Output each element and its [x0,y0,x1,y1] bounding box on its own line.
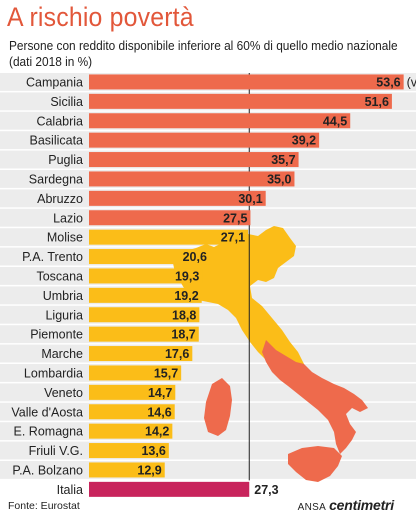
category-label: Veneto [44,386,83,400]
category-label: Basilicata [30,134,84,148]
brand-name: centimetri [329,497,394,513]
value-label: 27,1 [221,231,245,245]
bar-liguria [89,307,200,323]
source-note: Fonte: Eurostat [8,500,80,512]
bar-lazio [89,210,251,226]
bar-p-a-bolzano [89,462,165,478]
value-label: 44,5 [323,114,347,128]
category-label: Lombardia [24,366,83,380]
value-label: 53,6 [376,75,400,89]
category-label: Abruzzo [37,192,83,206]
category-label: Toscana [36,269,83,283]
category-label: Molise [47,231,83,245]
italy-south-region [262,340,368,454]
value-label: 12,9 [137,463,161,477]
category-label: Valle d'Aosta [11,405,83,419]
category-label: Sicilia [50,95,83,109]
bar-toscana [89,268,203,284]
value-label: 35,0 [267,172,291,186]
value-label: 35,7 [271,153,295,167]
value-label: 30,1 [238,192,262,206]
bar-veneto [89,384,176,400]
category-label: Italia [57,483,83,497]
bar-sicilia [89,93,392,109]
value-label: 39,2 [292,134,316,148]
category-label: Liguria [45,308,83,322]
bar-valle-d-aosta [89,404,175,420]
category-label: Marche [41,347,83,361]
category-label: Lazio [53,211,83,225]
bar-italia [89,481,250,497]
value-label: 19,2 [174,289,198,303]
category-label: Calabria [36,114,83,128]
sicily [288,446,342,482]
agency-logo: ANSA centimetri [297,497,395,513]
value-label: 13,6 [141,444,165,458]
value-label: 14,7 [148,386,172,400]
bar-campania [89,74,404,90]
bar-calabria [89,113,351,129]
bar-sardegna [89,171,295,187]
bar-friuli-v-g- [89,443,169,459]
value-label: 18,8 [172,308,196,322]
category-label: Umbria [43,289,83,303]
bar-p-a-trento [89,249,210,265]
category-label: P.A. Bolzano [12,463,83,477]
bar-piemonte [89,326,199,342]
category-label: Sardegna [29,172,83,186]
highest-value-note: (valore più alto in Ue) [407,75,416,89]
sardinia [204,378,232,436]
bar-molise [89,229,249,245]
value-label: 51,6 [365,95,389,109]
value-label: 27,5 [223,211,247,225]
value-label: 19,3 [175,269,199,283]
value-label: 14,2 [145,425,169,439]
chart-subtitle: Persone con reddito disponibile inferior… [9,38,398,69]
value-label: 14,6 [147,405,171,419]
value-label: 20,6 [183,250,207,264]
bar-abruzzo [89,190,266,206]
bar-umbria [89,287,202,303]
bar-marche [89,346,193,362]
category-label: Piemonte [30,328,83,342]
category-label: E. Romagna [14,425,84,439]
value-label: 27,3 [254,483,278,497]
agency-name: ANSA [297,502,327,513]
category-label: Puglia [48,153,83,167]
value-label: 15,7 [154,366,178,380]
value-label: 18,7 [171,328,195,342]
bar-lombardia [89,365,182,381]
category-label: P.A. Trento [22,250,83,264]
value-label: 17,6 [165,347,189,361]
bar-puglia [89,152,299,168]
category-label: Campania [26,75,83,89]
bar-basilicata [89,132,320,148]
chart-title: A rischio povertà [7,2,194,32]
bars-layer: Campania 53,6 (valore più alto in Ue) Sicil… [11,74,416,497]
category-label: Friuli V.G. [29,444,83,458]
bar-e-romagna [89,423,173,439]
